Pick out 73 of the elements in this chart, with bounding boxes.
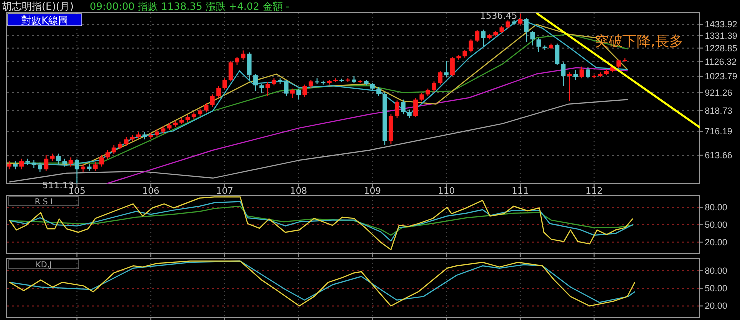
y-tick-label: 1433.92 — [705, 20, 738, 30]
line-series — [9, 196, 634, 250]
y-tick-label: 80.00 — [705, 266, 728, 276]
candlestick — [241, 50, 246, 60]
candlestick — [561, 62, 566, 87]
candlestick — [376, 86, 382, 97]
candlestick — [38, 162, 42, 173]
y-tick-label: 80.00 — [705, 202, 728, 213]
y-tick-label: 1023.79 — [705, 71, 738, 82]
candlestick — [401, 99, 406, 116]
candlestick — [580, 66, 584, 80]
candlestick — [414, 98, 418, 118]
candlestick — [296, 88, 302, 100]
candlestick — [481, 29, 486, 48]
candlestick — [475, 30, 480, 43]
candlestick — [518, 13, 523, 26]
candlestick — [444, 60, 449, 78]
y-tick-label: 1126.32 — [705, 56, 737, 67]
y-tick-label: 50.00 — [705, 284, 728, 294]
x-tick-label: 107 — [216, 187, 234, 197]
x-tick-label: 111 — [512, 187, 530, 197]
candlestick — [536, 38, 542, 52]
candlestick — [432, 81, 436, 93]
x-tick-label: 106 — [142, 187, 160, 197]
candlestick — [44, 154, 49, 172]
chart-subtitle: 09:00:00 指數 1138.35 漲跌 +4.02 金額 - — [90, 1, 290, 13]
line-series — [106, 67, 628, 184]
candlestick — [530, 30, 536, 46]
chart-title: 胡志明指(E)(月) — [2, 1, 74, 13]
candlestick — [468, 39, 474, 54]
x-tick-label: 105 — [68, 187, 86, 197]
candlestick — [574, 70, 578, 81]
x-tick-label: 110 — [438, 187, 456, 197]
candlestick — [228, 60, 234, 82]
candlestick — [555, 43, 560, 66]
candlestick — [284, 80, 289, 97]
candlestick — [266, 82, 270, 97]
y-tick-label: 1228.85 — [705, 43, 738, 54]
chart-title: R S I — [34, 198, 54, 206]
x-tick-label: 108 — [290, 187, 308, 197]
candlestick — [247, 52, 252, 81]
candlestick — [100, 154, 104, 168]
candlestick — [302, 84, 308, 98]
y-tick-label: 716.19 — [705, 126, 733, 137]
candlestick — [568, 72, 572, 102]
candlestick — [56, 153, 61, 165]
candlestick — [20, 158, 24, 170]
y-tick-label: 818.73 — [705, 106, 733, 116]
candlestick — [586, 67, 590, 80]
y-tick-label: 50.00 — [705, 220, 728, 230]
y-tick-label: 613.66 — [705, 150, 733, 160]
candlestick — [254, 74, 258, 92]
candlestick — [395, 100, 400, 119]
x-tick-label: 112 — [586, 187, 603, 197]
chart-title: KD,J — [36, 260, 52, 270]
candlestick — [450, 56, 455, 77]
line-series — [9, 206, 634, 236]
y-tick-label: 20.00 — [705, 301, 728, 312]
candlestick — [74, 158, 80, 184]
candlestick — [290, 88, 295, 99]
x-tick-label: 109 — [364, 187, 382, 197]
y-tick-label: 20.00 — [705, 237, 728, 248]
candlestick — [524, 18, 529, 43]
candlestick — [216, 86, 222, 99]
annotation: 1536.45 — [480, 12, 518, 22]
candlestick — [68, 157, 74, 168]
candlestick — [438, 70, 443, 86]
y-tick-label: 1331.39 — [705, 30, 738, 41]
candlestick — [210, 94, 215, 108]
y-tick-label: 921.26 — [705, 88, 733, 98]
candlestick — [222, 78, 228, 90]
annotation: 對數K線圖 — [22, 15, 68, 27]
candlestick — [204, 102, 209, 114]
